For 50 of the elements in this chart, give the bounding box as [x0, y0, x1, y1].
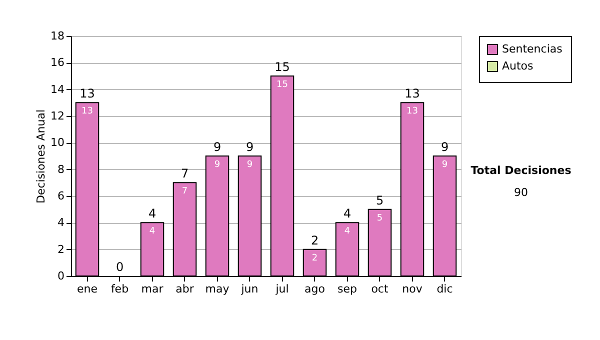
y-tick-label: 0 [58, 270, 64, 282]
data-label: 9 [442, 160, 448, 170]
x-tick-label: mar [141, 282, 164, 296]
x-tick-label: feb [110, 282, 129, 296]
x-tick-label: jul [274, 282, 289, 296]
total-label: 13 [80, 86, 95, 101]
y-tick-label: 6 [58, 190, 64, 202]
total-label: 4 [343, 206, 352, 221]
total-label: 9 [213, 140, 222, 154]
legend-label: Autos [502, 60, 534, 72]
total-label: 9 [440, 140, 449, 154]
x-tick-label: abr [176, 282, 194, 296]
total-label: 0 [116, 260, 124, 274]
total-label: 5 [376, 193, 384, 208]
data-label: 4 [344, 226, 350, 237]
y-tick-label: 14 [50, 82, 64, 96]
total-label: 15 [274, 60, 290, 74]
x-tick-label: oct [371, 282, 389, 296]
x-tick-label: ene [76, 282, 98, 296]
data-label: 9 [246, 160, 253, 170]
total-label: 7 [180, 166, 189, 181]
data-label: 15 [276, 80, 288, 90]
y-tick-label: 8 [58, 162, 64, 176]
y-tick-label: 18 [50, 30, 64, 42]
y-axis-title: Decisiones Anual [34, 109, 48, 204]
data-label: 5 [376, 213, 383, 224]
total-label: 4 [148, 206, 156, 221]
legend-label: Sentencias [502, 42, 563, 56]
y-tick-label: 12 [50, 110, 64, 122]
total-label: 13 [404, 86, 420, 101]
total-label: 2 [310, 233, 319, 248]
data-label: 13 [406, 106, 418, 117]
data-label: 2 [312, 253, 318, 264]
x-tick-label: ago [304, 282, 326, 296]
text: 90 [514, 186, 528, 199]
y-tick-label: 10 [50, 136, 64, 150]
x-tick-label: nov [402, 282, 423, 296]
y-tick-label: 16 [50, 56, 64, 70]
data-label: 7 [182, 186, 188, 197]
total-label: 9 [246, 140, 254, 154]
text: Total Decisiones [470, 164, 572, 177]
data-label: 4 [149, 226, 156, 237]
data-label: 13 [82, 106, 93, 117]
y-tick-label: 4 [58, 216, 64, 230]
x-tick-label: sep [338, 282, 358, 296]
x-tick-label: jun [240, 282, 258, 296]
data-label: 9 [214, 160, 220, 170]
y-tick-label: 2 [58, 242, 64, 256]
x-tick-label: may [205, 282, 230, 296]
x-tick-label: dic [436, 282, 453, 296]
